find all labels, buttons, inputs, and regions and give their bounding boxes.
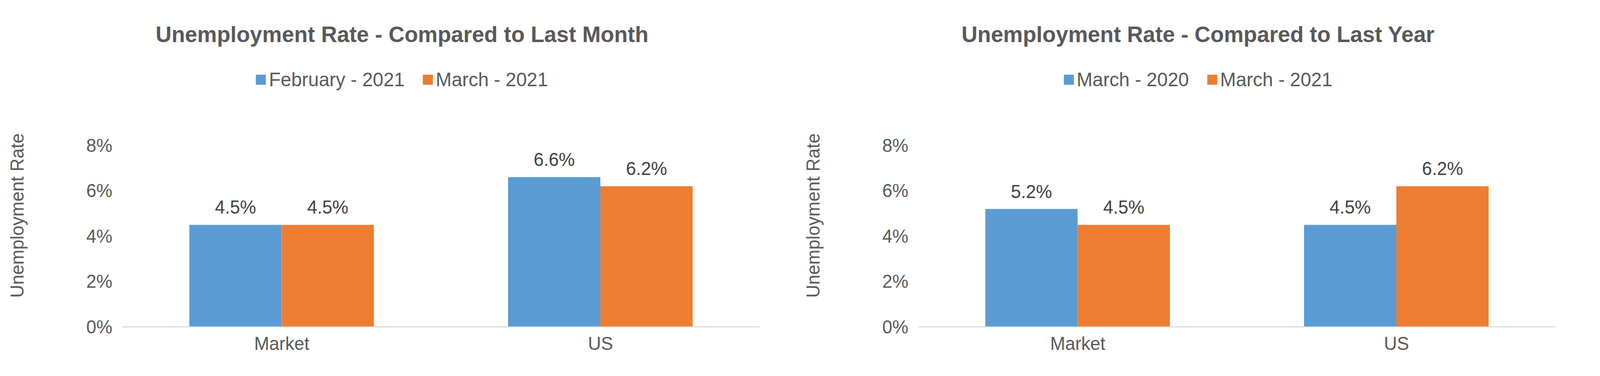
svg-text:2%: 2% xyxy=(86,271,113,292)
html-text:Unemployment Rate - Compared t: Unemployment Rate - Compared to Last Yea… xyxy=(961,22,1435,47)
svg-text:8%: 8% xyxy=(86,135,113,156)
html-text:February - 2021: February - 2021 xyxy=(269,69,405,91)
html-text:March - 2021: March - 2021 xyxy=(1220,69,1333,91)
svg-text:6%: 6% xyxy=(882,180,909,202)
svg-text:4.5%: 4.5% xyxy=(1329,197,1371,218)
svg-text:0%: 0% xyxy=(882,316,909,338)
svg-text:6.6%: 6.6% xyxy=(533,149,575,171)
svg-text:Market: Market xyxy=(254,333,310,355)
svg-text:0%: 0% xyxy=(86,316,113,338)
svg-text:6.2%: 6.2% xyxy=(625,158,668,180)
svg-text:4.5%: 4.5% xyxy=(214,197,256,218)
svg-text:US: US xyxy=(587,333,613,355)
svg-text:4%: 4% xyxy=(86,226,113,247)
html-text:Unemployment Rate: Unemployment Rate xyxy=(803,133,824,298)
svg-text:2%: 2% xyxy=(882,271,909,292)
html-text:Unemployment Rate: Unemployment Rate xyxy=(7,133,28,298)
svg-text:4%: 4% xyxy=(882,226,909,247)
svg-text:8%: 8% xyxy=(882,135,909,156)
svg-text:4.5%: 4.5% xyxy=(306,197,349,218)
svg-text:6.2%: 6.2% xyxy=(1421,158,1464,180)
html-text:March - 2020: March - 2020 xyxy=(1076,69,1189,91)
html-text:Unemployment Rate - Compared t: Unemployment Rate - Compared to Last Mon… xyxy=(155,22,649,47)
svg-text:US: US xyxy=(1383,333,1409,355)
svg-text:4.5%: 4.5% xyxy=(1102,197,1145,218)
svg-text:5.2%: 5.2% xyxy=(1010,181,1052,203)
html-text:March - 2021: March - 2021 xyxy=(435,69,549,91)
svg-text:Market: Market xyxy=(1050,333,1106,355)
svg-text:6%: 6% xyxy=(86,180,113,202)
